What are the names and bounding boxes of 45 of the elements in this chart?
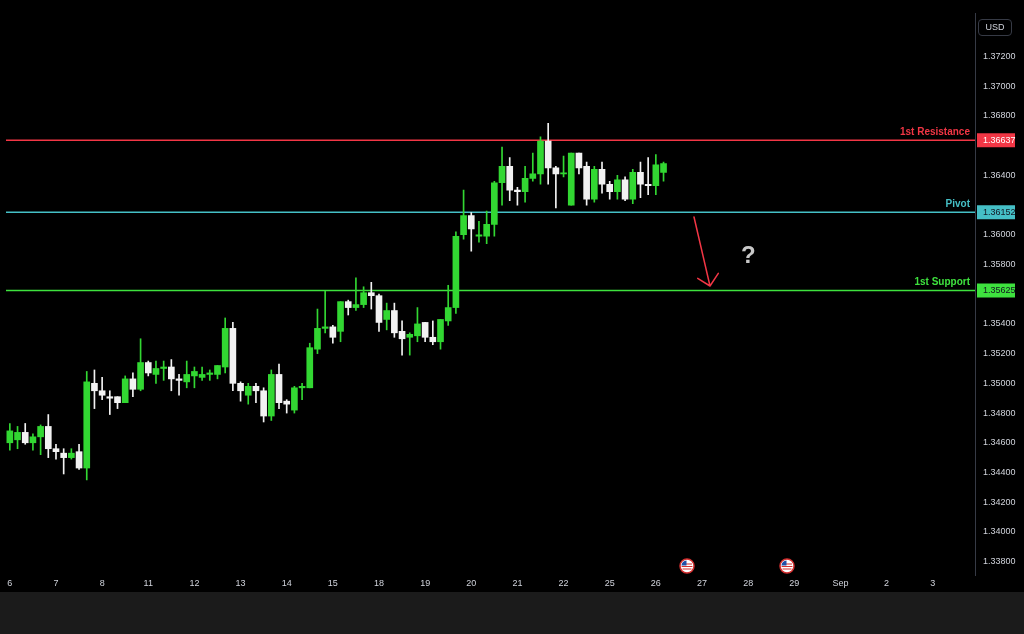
y-tick-label: 1.36637 xyxy=(983,134,1016,145)
ref-line-label: 1st Resistance xyxy=(899,125,971,137)
y-tick-label: 1.35200 xyxy=(983,348,1016,359)
annotation: ? xyxy=(740,241,756,269)
y-tick-label: 1.34200 xyxy=(983,496,1016,507)
y-tick-label: 1.35000 xyxy=(983,377,1016,388)
x-tick-label: 15 xyxy=(327,577,338,588)
x-tick-label: 21 xyxy=(512,577,523,588)
ref-line-label: 1st Support xyxy=(914,276,971,288)
ref-line-label: Pivot xyxy=(945,197,971,209)
x-tick-label: 8 xyxy=(99,577,105,588)
x-tick-label: 19 xyxy=(420,577,431,588)
x-tick-label: 14 xyxy=(281,577,292,588)
x-tick-label: 26 xyxy=(650,577,661,588)
y-tick-label: 1.36400 xyxy=(983,169,1016,180)
y-tick-label: 1.36800 xyxy=(983,110,1016,121)
y-tick-label: 1.34800 xyxy=(983,407,1016,418)
x-tick-label: 11 xyxy=(143,577,153,588)
x-tick-label: 20 xyxy=(466,577,477,588)
y-tick-label: 1.34000 xyxy=(983,526,1016,537)
x-tick-label: 27 xyxy=(696,577,707,588)
y-tick-label: 1.37200 xyxy=(983,50,1016,61)
y-tick-label: 1.33800 xyxy=(983,556,1016,567)
y-tick-label: 1.36152 xyxy=(983,206,1016,217)
x-tick-label: 25 xyxy=(604,577,615,588)
y-axis-title: USD xyxy=(978,19,1012,36)
x-tick-label: Sep xyxy=(832,577,849,588)
y-tick-label: 1.35800 xyxy=(983,258,1016,269)
x-tick-label: 18 xyxy=(373,577,384,588)
x-tick-label: 12 xyxy=(189,577,200,588)
candlestick xyxy=(60,448,68,475)
x-tick-label: 29 xyxy=(789,577,800,588)
y-tick-label: 1.34600 xyxy=(983,437,1016,448)
y-tick-label: 1.37000 xyxy=(983,80,1016,91)
x-tick-label: 3 xyxy=(930,577,936,588)
x-tick-label: 22 xyxy=(558,577,569,588)
y-tick-label: 1.35625 xyxy=(983,284,1016,295)
x-tick-label: 28 xyxy=(743,577,754,588)
x-tick-label: 13 xyxy=(235,577,246,588)
x-tick-label: 2 xyxy=(884,577,890,588)
x-tick-label: 6 xyxy=(7,577,13,588)
x-tick-label: 7 xyxy=(53,577,59,588)
y-tick-label: 1.34400 xyxy=(983,466,1016,477)
y-tick-label: 1.36000 xyxy=(983,229,1016,240)
y-tick-label: 1.35400 xyxy=(983,318,1016,329)
